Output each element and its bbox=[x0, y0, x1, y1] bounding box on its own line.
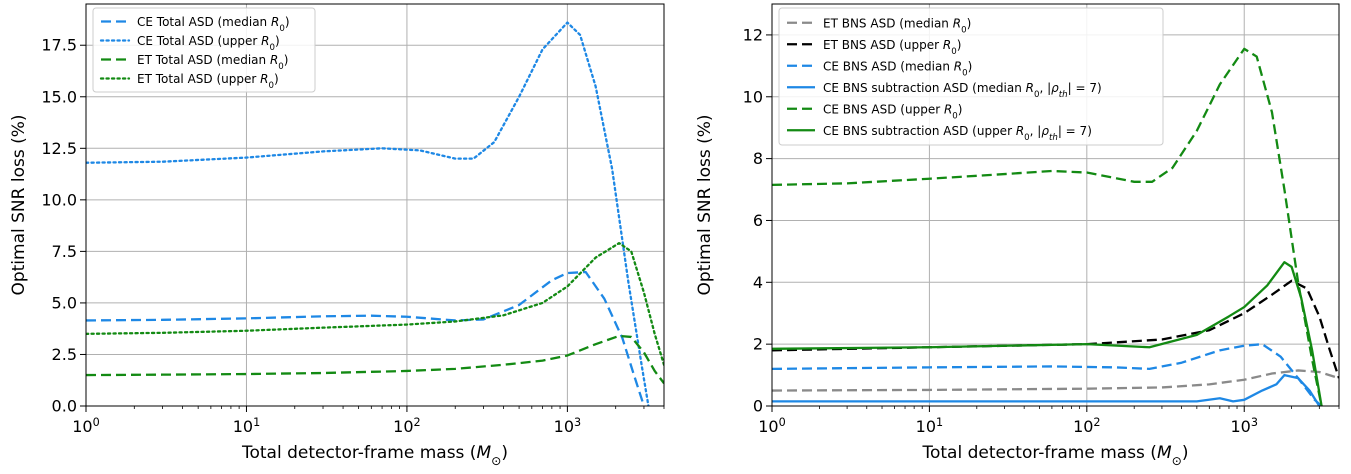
x-tick-label: 103 bbox=[554, 416, 581, 437]
legend-entry-2: CE Total ASD (upper R0) bbox=[137, 34, 280, 53]
legend-entry-3: ET Total ASD (median R0) bbox=[137, 53, 288, 72]
y-tick-label: 8 bbox=[753, 149, 763, 168]
series-line-1 bbox=[86, 270, 646, 406]
legend-entry-4: ET Total ASD (upper R0) bbox=[137, 72, 279, 91]
series-line-5 bbox=[772, 47, 1323, 406]
y-tick-label: 2 bbox=[753, 335, 763, 354]
x-tick-label: 100 bbox=[72, 416, 99, 437]
y-tick-label: 17.5 bbox=[41, 36, 77, 55]
y-tick-label: 4 bbox=[753, 273, 763, 292]
legend-entry-1: CE Total ASD (median R0) bbox=[137, 15, 290, 34]
legend-entry-2: ET BNS ASD (upper R0) bbox=[823, 38, 961, 57]
y-axis-label: Optimal SNR loss (%) bbox=[9, 114, 29, 295]
series-line-2 bbox=[86, 21, 650, 406]
series-line-3 bbox=[772, 343, 1323, 406]
x-axis-label: Total detector-frame mass (M⊙) bbox=[921, 443, 1188, 468]
y-tick-label: 5.0 bbox=[52, 293, 77, 312]
legend-entry-5: CE BNS ASD (upper R0) bbox=[823, 102, 962, 121]
y-tick-label: 12.5 bbox=[41, 139, 77, 158]
legend: ET BNS ASD (median R0) ET BNS ASD (upper … bbox=[778, 7, 1164, 146]
x-tick-label: 100 bbox=[758, 416, 785, 437]
series-line-4 bbox=[772, 373, 1321, 406]
x-tick-label: 103 bbox=[1230, 416, 1257, 437]
y-tick-label: 2.5 bbox=[52, 345, 77, 364]
y-tick-label: 10 bbox=[743, 87, 763, 106]
x-tick-label: 102 bbox=[1073, 416, 1100, 437]
legend-entry-6: CE BNS subtraction ASD (upper R0, |ρth| … bbox=[823, 124, 1092, 143]
legend-box bbox=[92, 7, 316, 93]
x-tick-label: 101 bbox=[916, 416, 943, 437]
y-tick-label: 0 bbox=[753, 397, 763, 416]
series-line-3 bbox=[86, 334, 664, 385]
series-line-2 bbox=[772, 279, 1339, 379]
right-chart: 0 2 4 6 8 10 12 100 101 102 103 Total detector-fram… bbox=[695, 3, 1340, 468]
left-chart: 0.0 2.5 5.0 7.5 10.0 12.5 15.0 17.5 100 101 102 103… bbox=[9, 3, 665, 468]
y-tick-label: 12 bbox=[743, 25, 763, 44]
series-line-4 bbox=[86, 241, 664, 366]
series-line-1 bbox=[772, 369, 1339, 392]
legend-entry-4: CE BNS subtraction ASD (median R0, |ρth|… bbox=[823, 81, 1102, 100]
y-tick-label: 0.0 bbox=[52, 397, 77, 416]
legend-box bbox=[778, 7, 1164, 146]
y-tick-label: 6 bbox=[753, 211, 763, 230]
x-tick-label: 101 bbox=[233, 416, 260, 437]
y-tick-label: 15.0 bbox=[41, 87, 77, 106]
y-axis-label: Optimal SNR loss (%) bbox=[695, 114, 715, 295]
legend: CE Total ASD (median R0)CE Total ASD (up… bbox=[92, 7, 316, 93]
y-tick-label: 7.5 bbox=[52, 242, 77, 261]
plot-frame bbox=[771, 3, 1340, 407]
legend-entry-3: CE BNS ASD (median R0) bbox=[823, 59, 972, 78]
legend-entry-1: ET BNS ASD (median R0) bbox=[823, 16, 971, 35]
series-line-6 bbox=[772, 261, 1323, 406]
x-axis-label: Total detector-frame mass (M⊙) bbox=[241, 443, 508, 468]
x-tick-label: 102 bbox=[393, 416, 420, 437]
plot-frame bbox=[85, 3, 665, 407]
y-tick-label: 10.0 bbox=[41, 190, 77, 209]
